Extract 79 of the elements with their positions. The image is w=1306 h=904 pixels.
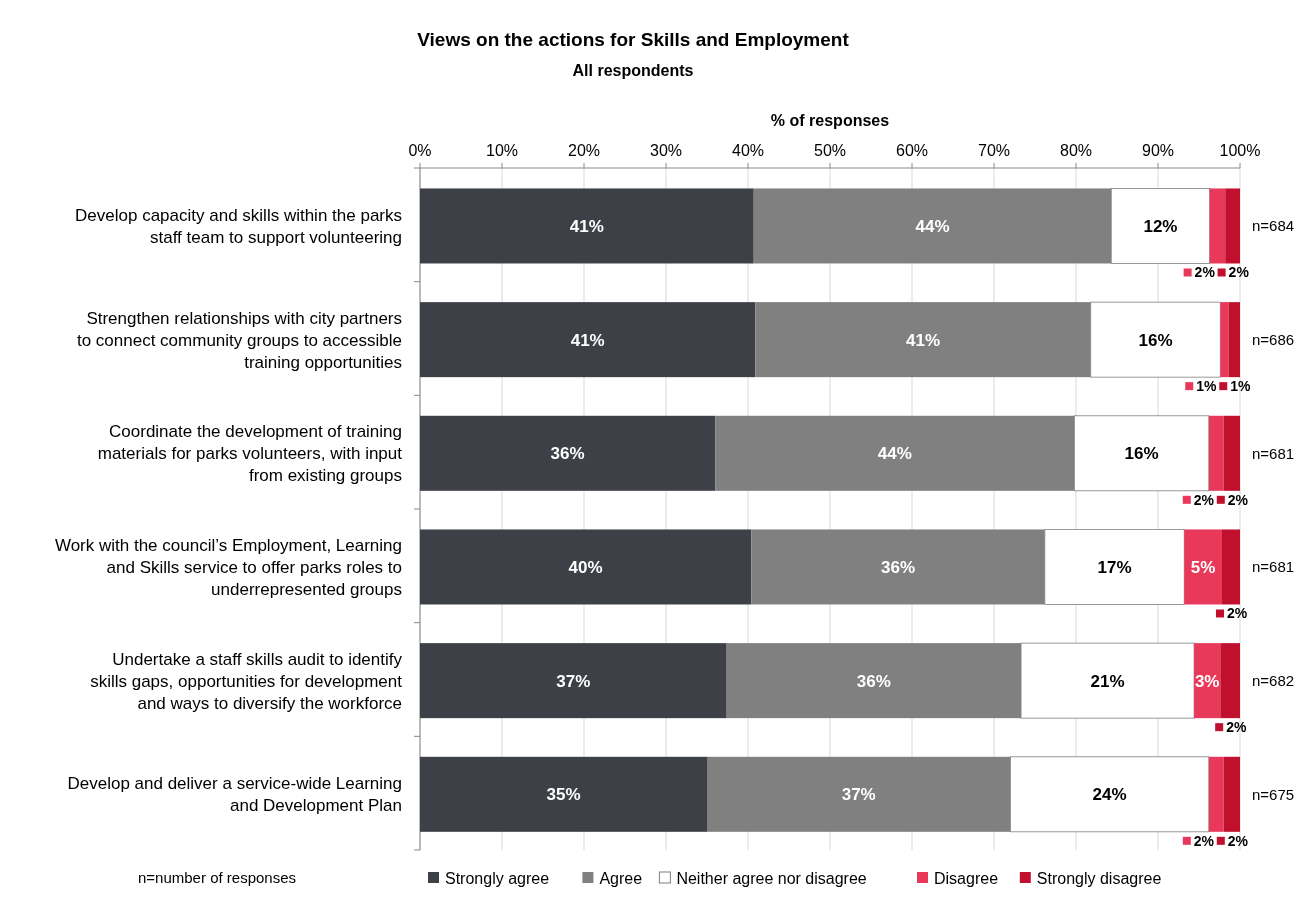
chart-title: Views on the actions for Skills and Employment (417, 29, 850, 50)
data-label: 36% (550, 444, 585, 464)
y-tick-label: Strengthen relationships with city partners to connect community groups to accessible training opportunities (76, 308, 402, 372)
legend-label: Disagree (934, 869, 999, 887)
chart-subtitle: All respondents (572, 62, 694, 79)
data-label: 2% (1193, 832, 1215, 849)
data-label: 2% (1226, 719, 1247, 736)
data-label: 2% (1193, 491, 1215, 508)
data-label: 2% (1194, 264, 1216, 281)
x-tick-label: 90% (1141, 142, 1175, 159)
bar (1220, 302, 1229, 378)
data-label: 36% (856, 671, 891, 691)
y-tick-label: Undertake a staff skills audit to identify skills gaps, opportunities for development and ways to diversify the workforce (90, 649, 403, 713)
data-label: 2% (1227, 491, 1249, 508)
x-tick-label: 30% (649, 142, 683, 159)
text: n=686 (1252, 330, 1295, 348)
data-label: 21% (1090, 671, 1125, 691)
bar (1223, 415, 1240, 491)
text: n=681 (1252, 558, 1295, 576)
data-label: 5% (1190, 557, 1216, 577)
data-label: 41% (570, 330, 605, 350)
y-tick-label: Develop capacity and skills within the parks staff team to support volunteering (75, 205, 402, 247)
x-tick-label: 0% (408, 142, 432, 159)
x-tick-label: 40% (731, 142, 765, 159)
data-label: 37% (556, 671, 591, 691)
data-label: 1% (1230, 378, 1252, 395)
text: n=number of responses (138, 869, 297, 887)
data-label: 16% (1138, 330, 1173, 350)
legend-label: Agree (599, 869, 643, 887)
bar (420, 756, 707, 832)
bar (420, 302, 756, 378)
x-tick-label: 60% (895, 142, 929, 159)
legend-label: Neither agree nor disagree (676, 869, 867, 887)
x-tick-label: 10% (485, 142, 519, 159)
bar (1223, 756, 1240, 832)
bar (1225, 188, 1240, 264)
legend-label: Strongly agree (445, 869, 550, 887)
bar (1221, 529, 1240, 605)
data-label: 24% (1092, 785, 1127, 805)
bar (1208, 756, 1224, 832)
x-tick-label: 20% (567, 142, 601, 159)
data-label: 12% (1143, 216, 1178, 236)
x-tick-label: 100% (1219, 142, 1261, 159)
x-tick-label: 80% (1059, 142, 1093, 159)
y-tick-label: Work with the council’s Employment, Learning and Skills service to offer parks roles to underrepresented groups (54, 535, 402, 599)
x-tick-label: 70% (977, 142, 1011, 159)
data-label: 36% (881, 557, 916, 577)
text: n=682 (1252, 671, 1295, 689)
text: n=684 (1252, 217, 1295, 235)
data-label: 17% (1097, 557, 1132, 577)
data-label: 16% (1124, 444, 1159, 464)
legend-label: Strongly disagree (1036, 869, 1162, 887)
bar (1208, 415, 1224, 491)
data-label: 44% (877, 444, 912, 464)
bar (420, 529, 752, 605)
bar (420, 643, 727, 719)
data-label: 35% (546, 785, 581, 805)
data-label: 1% (1196, 378, 1218, 395)
bar (1228, 302, 1240, 378)
x-axis-title: % of responses (770, 112, 890, 129)
data-label: 40% (568, 557, 603, 577)
bar (1184, 529, 1222, 605)
text: n=681 (1252, 444, 1295, 462)
x-tick-label: 50% (813, 142, 847, 159)
data-label: 37% (841, 785, 876, 805)
data-label: 41% (569, 216, 604, 236)
y-tick-label: Coordinate the development of training materials for parks volunteers, with input from existing groups (97, 422, 403, 486)
bar (1220, 643, 1240, 719)
y-tick-label: Develop and deliver a service-wide Learning and Development Plan (67, 774, 402, 816)
bar (420, 188, 754, 264)
data-label: 2% (1226, 605, 1248, 622)
data-label: 2% (1228, 264, 1250, 281)
bar (1209, 188, 1226, 264)
data-label: 2% (1227, 832, 1249, 849)
data-label: 44% (915, 216, 950, 236)
bar (420, 415, 716, 491)
text: n=675 (1252, 785, 1295, 803)
data-label: 3% (1194, 671, 1220, 691)
data-label: 41% (906, 330, 941, 350)
